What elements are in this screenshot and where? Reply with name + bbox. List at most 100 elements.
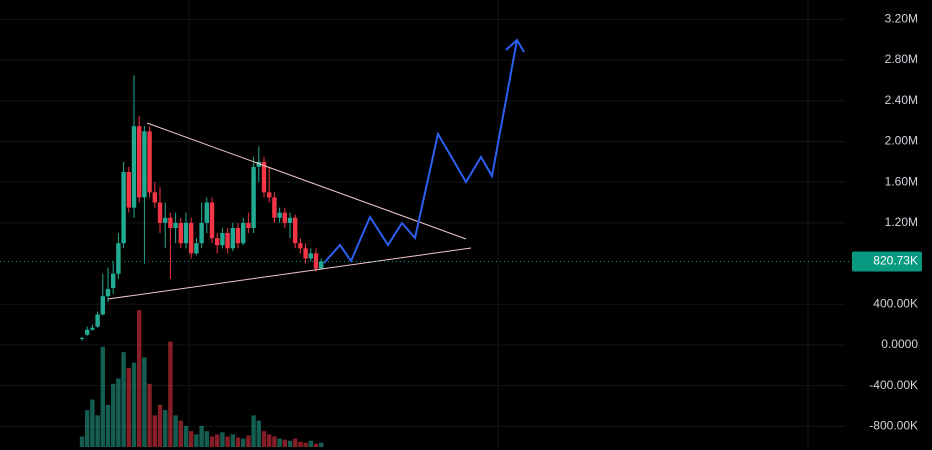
y-tick-label: -800.00K — [869, 419, 918, 433]
last-price-label: 820.73K — [873, 254, 918, 268]
candle-body — [152, 192, 157, 203]
candle-body — [178, 222, 183, 244]
volume-bar — [189, 431, 194, 447]
trendline-upper — [146, 122, 467, 240]
volume-bar — [256, 420, 261, 447]
y-tick-label: -400.00K — [869, 378, 918, 392]
volume-bar — [85, 410, 90, 447]
volume-bar — [282, 439, 287, 447]
volume-bar — [220, 432, 225, 447]
volume-bar — [319, 442, 324, 447]
candle-body — [215, 238, 220, 246]
candle-body — [308, 253, 313, 259]
volume-bar — [308, 440, 313, 447]
volume-bar — [137, 310, 142, 447]
volume-bar — [126, 367, 131, 447]
y-tick-label: 3.20M — [885, 12, 918, 26]
plot — [0, 18, 845, 447]
candle-body — [303, 248, 308, 259]
candle-body — [183, 222, 189, 244]
candle-body — [147, 131, 152, 193]
volume-bar — [209, 436, 215, 447]
candle-body — [235, 227, 241, 244]
volume-bar — [251, 415, 256, 447]
volume-bar — [235, 437, 241, 447]
y-tick-label: 400.00K — [873, 296, 918, 310]
candle-body — [230, 227, 235, 249]
volume-bar — [267, 434, 272, 447]
candle-body — [256, 161, 261, 167]
y-tick-label: 2.80M — [885, 52, 918, 66]
volume-bar — [116, 378, 121, 447]
candle-body — [319, 261, 324, 269]
volume-bar — [95, 415, 100, 447]
volume-bar — [100, 346, 105, 447]
candle-body — [272, 197, 277, 218]
projection-path — [323, 39, 518, 264]
y-tick-label: 1.20M — [885, 215, 918, 229]
volume-bar — [241, 438, 246, 447]
candle-body — [131, 126, 137, 208]
volume-bar — [230, 434, 235, 447]
candle-body — [277, 212, 282, 218]
volume-bar — [293, 438, 298, 447]
volume-bar — [215, 434, 220, 447]
volume-bar — [105, 404, 111, 447]
volume-bar — [178, 420, 183, 447]
candle-body — [126, 171, 131, 208]
candle-body — [100, 296, 105, 315]
candle-body — [95, 314, 100, 327]
volume-bar — [183, 425, 189, 447]
volume-bar — [225, 436, 230, 447]
volume-bar — [246, 435, 251, 447]
candle-body — [142, 131, 147, 198]
candle-body — [173, 222, 178, 228]
y-tick-label: 1.60M — [885, 174, 918, 188]
volume-bar — [277, 438, 282, 447]
volume-bar — [121, 352, 126, 447]
volume-bar — [111, 383, 116, 447]
volume-bar — [204, 431, 209, 447]
volume-bar — [142, 357, 147, 447]
volume-bar — [194, 434, 199, 447]
candle-body — [220, 233, 225, 246]
candle-body — [287, 217, 293, 223]
candle-body — [111, 273, 116, 288]
candle-body — [293, 217, 298, 244]
volume-bar — [173, 415, 178, 447]
y-tick-label: 2.00M — [885, 134, 918, 148]
y-tick-label: 2.40M — [885, 93, 918, 107]
volume-bar — [313, 443, 319, 447]
volume-bar — [152, 415, 157, 447]
candle-body — [90, 327, 95, 330]
candle-body — [298, 243, 303, 249]
volume-bar — [147, 383, 152, 447]
volume-bar — [79, 436, 85, 447]
volume-bar — [272, 436, 277, 447]
candle-body — [225, 233, 230, 249]
candle-body — [105, 289, 111, 297]
candle-body — [168, 217, 173, 228]
volume-bar — [303, 442, 308, 447]
candle-body — [241, 222, 246, 244]
candle-body — [194, 243, 199, 254]
volume-bar — [90, 399, 95, 447]
candle-body — [209, 202, 215, 239]
candle-body — [137, 126, 142, 198]
volume-bar — [163, 410, 168, 447]
projection-arrowhead — [505, 38, 525, 53]
volume-bar — [199, 425, 204, 447]
candle-body — [121, 171, 126, 244]
volume-bar — [261, 431, 267, 447]
candle-body — [116, 243, 121, 274]
volume-bar — [168, 341, 173, 447]
volume-bar — [287, 440, 293, 447]
volume-bar — [131, 362, 137, 447]
candle-body — [204, 202, 209, 223]
candle-body — [157, 202, 163, 223]
volume-bar — [157, 404, 163, 447]
last-price-box — [852, 251, 922, 272]
candle-body — [199, 222, 204, 244]
